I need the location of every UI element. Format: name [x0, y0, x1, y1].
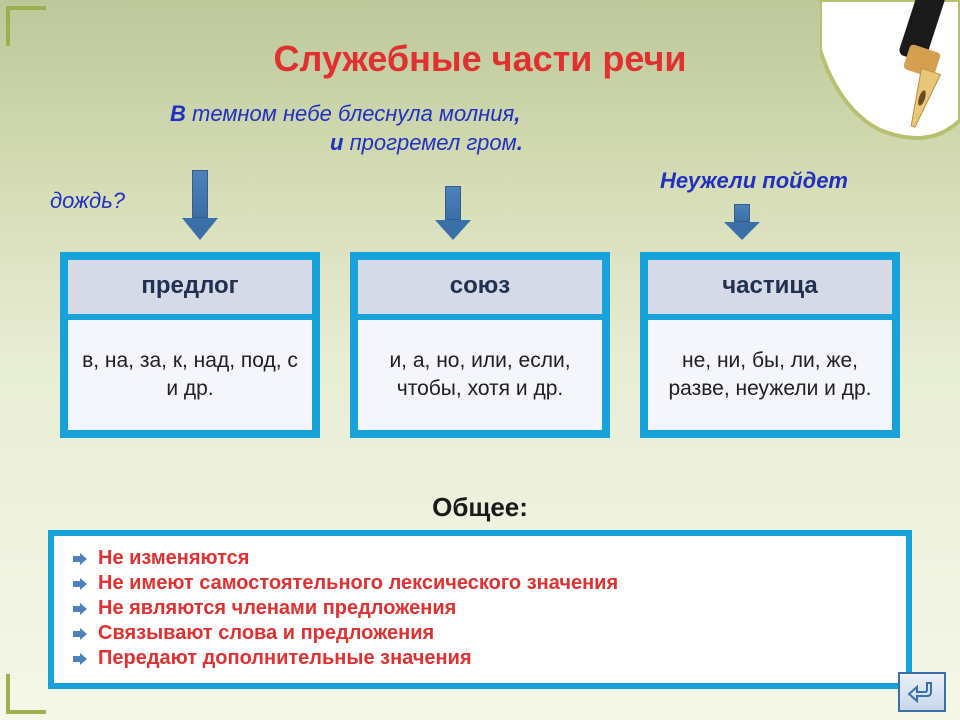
arrow-down-3 [724, 204, 760, 254]
corner-decoration-tl [6, 6, 46, 46]
bullet-text-1: Не изменяются [98, 547, 249, 570]
example-line-2: и прогремел гром. [170, 129, 770, 158]
bullet-3: Не являются членами предложения [72, 596, 888, 621]
bullet-2: Не имеют самостоятельного лексического з… [72, 571, 888, 596]
bullet-arrow-icon [72, 652, 88, 666]
general-label: Общее: [0, 492, 960, 523]
example-bold-i: и [330, 130, 343, 155]
example-comma: , [514, 101, 520, 126]
bullet-text-5: Передают дополнительные значения [98, 647, 472, 670]
nav-return-button[interactable] [898, 672, 946, 712]
box-body-chastitsa: не, ни, бы, ли, же, разве, неужели и др. [648, 320, 892, 430]
box-head-predlog: предлог [68, 260, 312, 320]
box-head-chastitsa: частица [648, 260, 892, 320]
example-text-1: темном небе блеснула молния [192, 101, 514, 126]
bullet-text-2: Не имеют самостоятельного лексического з… [98, 572, 618, 595]
example-text-2: прогремел гром [350, 130, 517, 155]
bullet-1: Не изменяются [72, 546, 888, 571]
example-sentence: В темном небе блеснула молния, и прогрем… [170, 100, 770, 157]
example-period: . [517, 130, 523, 155]
bullet-5: Передают дополнительные значения [72, 646, 888, 671]
bullet-text-3: Не являются членами предложения [98, 597, 456, 620]
box-body-soyuz: и, а, но, или, если, чтобы, хотя и др. [358, 320, 602, 430]
return-arrow-icon [907, 680, 937, 704]
rain-question: дождь? [50, 188, 125, 214]
bullet-arrow-icon [72, 627, 88, 641]
box-soyuz: союз и, а, но, или, если, чтобы, хотя и … [350, 252, 610, 438]
arrow-down-2 [435, 186, 471, 236]
bullet-arrow-icon [72, 552, 88, 566]
box-predlog: предлог в, на, за, к, над, под, си др. [60, 252, 320, 438]
bullet-4: Связывают слова и предложения [72, 621, 888, 646]
bullets-box: Не изменяются Не имеют самостоятельного … [48, 530, 912, 689]
arrow-down-1 [182, 170, 218, 220]
example-bold-v: В [170, 101, 186, 126]
box-head-soyuz: союз [358, 260, 602, 320]
box-body-predlog: в, на, за, к, над, под, си др. [68, 320, 312, 430]
page-title: Служебные части речи [0, 0, 960, 80]
corner-decoration-bl [6, 674, 46, 714]
bullet-arrow-icon [72, 602, 88, 616]
category-boxes-row: предлог в, на, за, к, над, под, си др. с… [60, 252, 900, 438]
example-line-1: В темном небе блеснула молния, [170, 100, 770, 129]
bullet-arrow-icon [72, 577, 88, 591]
box-chastitsa: частица не, ни, бы, ли, же, разве, неуже… [640, 252, 900, 438]
bullet-text-4: Связывают слова и предложения [98, 622, 434, 645]
neuzheli-text: Неужели пойдет [660, 168, 848, 194]
